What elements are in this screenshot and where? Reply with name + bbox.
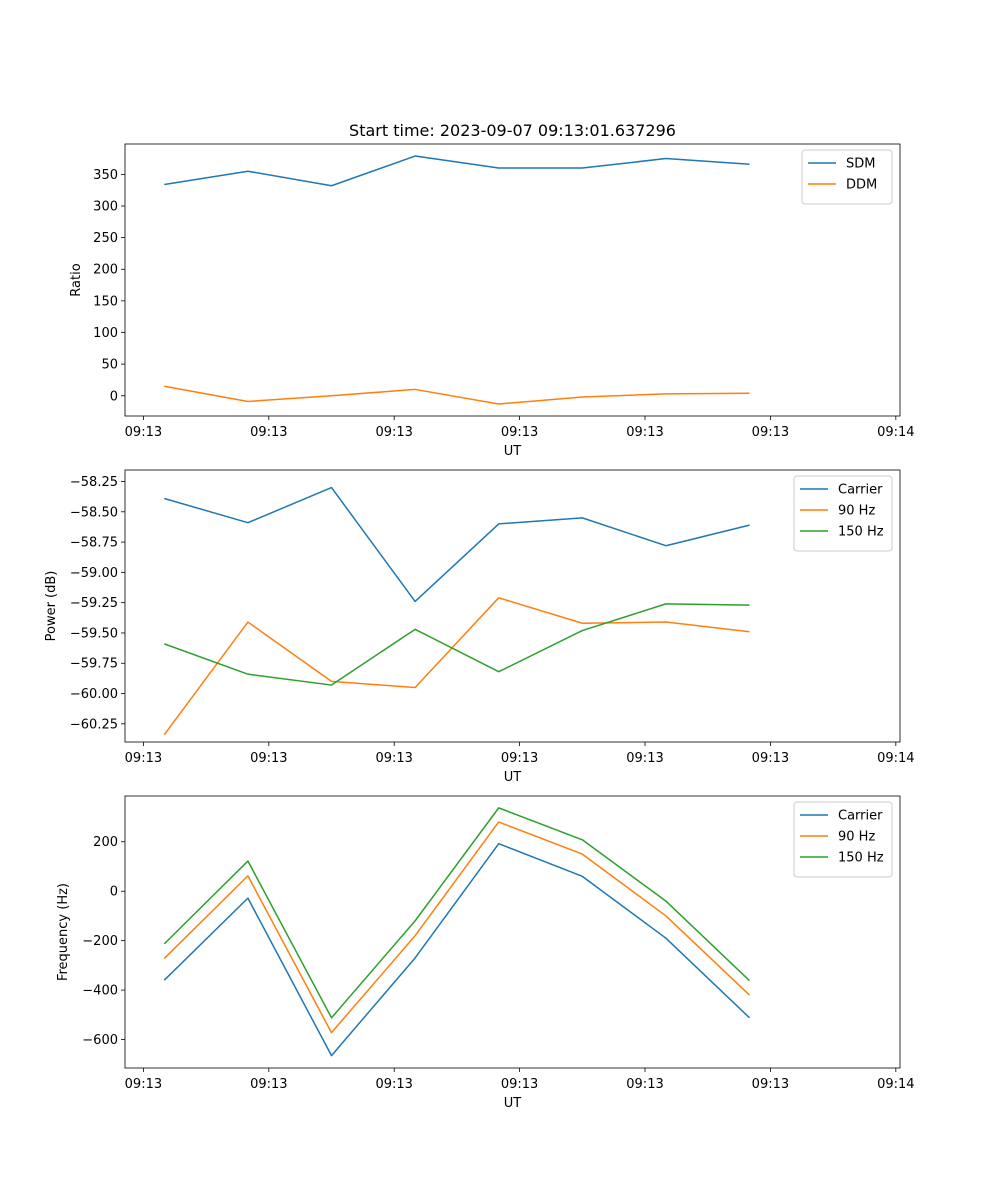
legend: Carrier 90 Hz 150 Hz: [793, 801, 893, 878]
y-tick-label: −60.00: [70, 687, 118, 702]
x-tick-label: 09:13: [752, 751, 789, 766]
x-tick-label: 09:13: [250, 751, 287, 766]
x-tick-label: 09:13: [626, 1077, 663, 1092]
axes-frame: [124, 795, 901, 1069]
series-line-150-hz: [163, 807, 751, 1019]
y-axis-label: Frequency (Hz): [56, 883, 71, 981]
y-tick-label: −59.25: [70, 596, 118, 611]
x-tick-label: 09:13: [375, 425, 412, 440]
x-tick-label: 09:13: [501, 425, 538, 440]
y-tick-label: 300: [93, 199, 118, 214]
y-axis-label: Ratio: [69, 263, 84, 296]
y-tick-label: 100: [93, 326, 118, 341]
legend-label: 90 Hz: [838, 504, 875, 519]
x-tick-label: 09:13: [250, 1077, 287, 1092]
y-tick-label: 350: [93, 168, 118, 183]
y-tick-label: −59.75: [70, 657, 118, 672]
series-line-carrier: [164, 486, 750, 603]
x-tick-label: 09:13: [375, 1077, 412, 1092]
y-tick-label: 0: [110, 885, 118, 900]
axes-frame: [124, 143, 901, 417]
x-axis-label: UT: [504, 444, 522, 459]
x-tick-label: 09:13: [752, 1077, 789, 1092]
y-tick-label: −58.50: [70, 505, 118, 520]
x-tick-label: 09:14: [877, 425, 914, 440]
x-tick-label: 09:13: [375, 751, 412, 766]
y-axis-label: Power (dB): [44, 571, 59, 642]
legend-label: Carrier: [838, 483, 883, 498]
x-tick-label: 09:13: [501, 1077, 538, 1092]
series-line-150-hz: [164, 603, 750, 686]
figure-title: Start time: 2023-09-07 09:13:01.637296: [349, 121, 676, 140]
legend-label: 150 Hz: [838, 851, 884, 866]
x-tick-label: 09:14: [877, 751, 914, 766]
x-tick-label: 09:14: [877, 1077, 914, 1092]
series-line-90-hz: [163, 597, 750, 736]
x-tick-label: 09:13: [626, 425, 663, 440]
y-tick-label: −59.50: [70, 626, 118, 641]
legend-label: SDM: [846, 157, 875, 172]
legend: SDM DDM: [801, 149, 893, 205]
legend: Carrier 90 Hz 150 Hz: [793, 475, 893, 552]
series-line-sdm: [164, 155, 750, 187]
y-tick-label: −200: [82, 934, 118, 949]
x-tick-label: 09:13: [125, 425, 162, 440]
series-line-ddm: [164, 385, 750, 405]
legend-box: [793, 801, 893, 878]
y-tick-label: 150: [93, 294, 118, 309]
series-line-carrier: [163, 842, 751, 1057]
legend-label: 150 Hz: [838, 525, 884, 540]
x-tick-label: 09:13: [626, 751, 663, 766]
x-tick-label: 09:13: [501, 751, 538, 766]
x-tick-label: 09:13: [752, 425, 789, 440]
series-line-90-hz: [163, 821, 751, 1034]
x-tick-label: 09:13: [125, 751, 162, 766]
x-axis-label: UT: [504, 1096, 522, 1111]
legend-label: 90 Hz: [838, 830, 875, 845]
y-tick-label: 200: [93, 835, 118, 850]
y-tick-label: 250: [93, 231, 118, 246]
subplot-1: 09:13 09:13 09:13 09:13 09:13 09:13 09:14 0 50 10…: [69, 143, 915, 459]
legend-box: [793, 475, 893, 552]
legend-label: Carrier: [838, 809, 883, 824]
x-tick-label: 09:13: [125, 1077, 162, 1092]
subplots: 09:13 09:13 09:13 09:13 09:13 09:13 09:14 0 50 10…: [44, 143, 915, 1111]
y-tick-label: 50: [101, 358, 118, 373]
subplot-2: 09:13 09:13 09:13 09:13 09:13 09:13 09:14 −60.2…: [44, 469, 915, 785]
y-tick-label: 0: [110, 389, 118, 404]
axes-frame: [124, 469, 901, 743]
y-tick-label: −400: [82, 984, 118, 999]
subplot-3: 09:13 09:13 09:13 09:13 09:13 09:13 09:14 −600 −…: [56, 795, 915, 1111]
y-tick-label: −59.00: [70, 566, 118, 581]
y-tick-label: 200: [93, 263, 118, 278]
y-tick-label: −58.75: [70, 536, 118, 551]
y-tick-label: −58.25: [70, 475, 118, 490]
x-axis-label: UT: [504, 770, 522, 785]
legend-label: DDM: [846, 178, 877, 193]
y-tick-label: −60.25: [70, 717, 118, 732]
x-tick-label: 09:13: [250, 425, 287, 440]
y-tick-label: −600: [82, 1033, 118, 1048]
